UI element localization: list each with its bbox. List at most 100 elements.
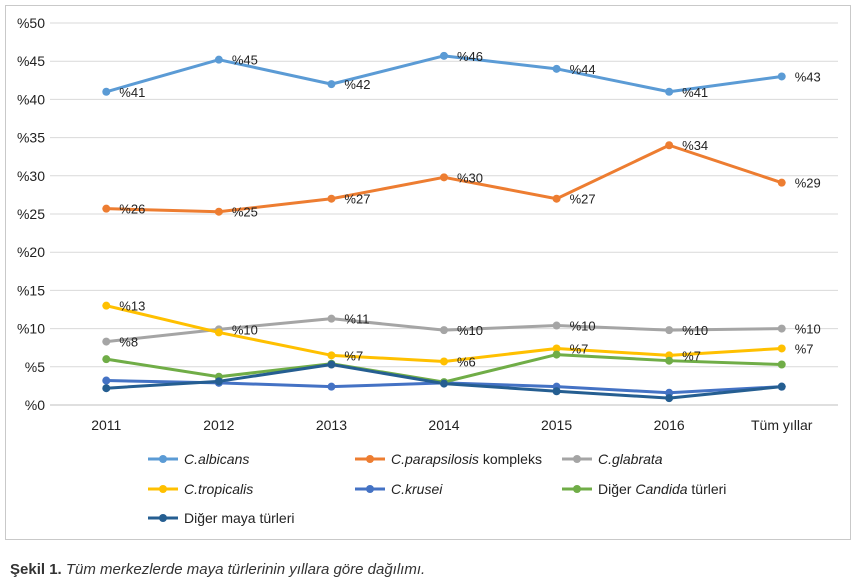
x-tick-label: 2016 <box>654 417 685 433</box>
data-point <box>440 173 448 182</box>
data-point <box>777 72 786 81</box>
data-label: %29 <box>795 176 821 191</box>
data-label: %7 <box>682 348 701 363</box>
data-label: %6 <box>457 354 476 369</box>
data-label: %30 <box>457 170 483 185</box>
x-tick-label: 2013 <box>316 417 347 433</box>
data-point <box>777 324 786 333</box>
x-tick-label: Tüm yıllar <box>751 417 813 433</box>
data-label: %27 <box>344 192 370 207</box>
line-chart: %0 %5 %10 %15 %20 %25 %30 %35 %40 %45 %50 2011 2012 2… <box>17 15 838 526</box>
data-point <box>102 87 111 96</box>
data-label: %43 <box>795 69 821 84</box>
y-tick-label: %35 <box>17 130 45 146</box>
data-label: %7 <box>570 341 589 356</box>
data-point <box>665 87 674 96</box>
legend-swatch-marker <box>159 485 167 493</box>
data-label: %8 <box>119 335 138 350</box>
x-tick-label: 2015 <box>541 417 572 433</box>
y-tick-label: %30 <box>17 168 45 184</box>
y-tick-label: %50 <box>17 15 45 31</box>
data-label: %7 <box>795 341 814 356</box>
caption-label: Şekil 1. <box>10 561 62 578</box>
data-point <box>327 314 336 323</box>
y-tick-label: %5 <box>25 359 45 375</box>
data-label: %26 <box>119 202 145 217</box>
data-point <box>102 384 111 393</box>
data-point <box>440 326 448 335</box>
legend-label: C.krusei <box>391 481 443 497</box>
data-point <box>214 207 223 216</box>
y-tick-label: %45 <box>17 53 45 69</box>
data-point <box>214 55 223 64</box>
data-point <box>777 344 786 353</box>
data-label: %41 <box>119 85 145 100</box>
data-label: %13 <box>119 299 145 314</box>
y-tick-label: %0 <box>25 397 45 413</box>
legend-item: Diğer Candida türleri <box>562 481 726 497</box>
y-tick-label: %40 <box>17 91 45 107</box>
data-point <box>102 355 111 364</box>
data-point <box>665 394 674 403</box>
data-point <box>440 357 448 366</box>
figure-caption: Şekil 1. Tüm merkezlerde maya türlerinin… <box>10 561 425 578</box>
caption-text: Tüm merkezlerde maya türlerinin yıllara … <box>61 561 426 578</box>
data-point <box>777 360 786 369</box>
data-point <box>327 80 336 89</box>
data-point <box>102 376 111 385</box>
data-point <box>214 377 223 386</box>
y-tick-label: %15 <box>17 282 45 298</box>
data-point <box>102 337 111 346</box>
y-tick-label: %10 <box>17 321 45 337</box>
data-point <box>327 351 336 360</box>
legend-swatch-marker <box>366 485 374 493</box>
data-label: %10 <box>232 322 258 337</box>
data-label: %34 <box>682 138 708 153</box>
data-point <box>327 382 336 391</box>
data-point <box>102 301 111 310</box>
data-point <box>777 178 786 187</box>
data-point <box>552 344 561 353</box>
legend-label: Diğer maya türleri <box>184 510 294 526</box>
legend-item: C.tropicalis <box>148 481 253 497</box>
data-point <box>552 387 561 396</box>
legend-swatch-marker <box>573 455 581 463</box>
legend-label: C.glabrata <box>598 451 663 467</box>
data-label: %10 <box>457 323 483 338</box>
data-label: %27 <box>570 192 596 207</box>
x-tick-label: 2012 <box>203 417 234 433</box>
data-label: %11 <box>344 312 369 327</box>
legend-swatch-marker <box>573 485 581 493</box>
data-label: %25 <box>232 205 258 220</box>
data-point <box>440 379 448 388</box>
data-point <box>665 141 674 150</box>
data-label: %45 <box>232 53 258 68</box>
data-label: %7 <box>344 348 363 363</box>
data-label: %44 <box>570 62 596 77</box>
data-label: %41 <box>682 85 708 100</box>
legend-item: C.krusei <box>355 481 443 497</box>
legend-label: C.tropicalis <box>184 481 253 497</box>
legend-item: C.albicans <box>148 451 249 467</box>
legend-item: C.glabrata <box>562 451 663 467</box>
x-tick-label: 2011 <box>91 417 121 433</box>
data-point <box>440 51 448 60</box>
legend-label: C.parapsilosis kompleks <box>391 451 542 467</box>
legend-swatch-marker <box>159 514 167 522</box>
data-point <box>327 194 336 203</box>
data-point <box>552 350 561 359</box>
y-tick-label: %25 <box>17 206 45 222</box>
legend-swatch-marker <box>159 455 167 463</box>
data-label: %10 <box>795 322 821 337</box>
data-point <box>214 328 223 337</box>
data-label: %10 <box>570 319 596 334</box>
legend-label: C.albicans <box>184 451 249 467</box>
legend-item: C.parapsilosis kompleks <box>355 451 542 467</box>
data-point <box>552 194 561 203</box>
x-tick-label: 2014 <box>428 417 459 433</box>
legend-item: Diğer maya türleri <box>148 510 294 526</box>
data-point <box>665 356 674 365</box>
data-label: %42 <box>344 77 370 92</box>
data-label: %10 <box>682 323 708 338</box>
data-point <box>102 204 111 213</box>
